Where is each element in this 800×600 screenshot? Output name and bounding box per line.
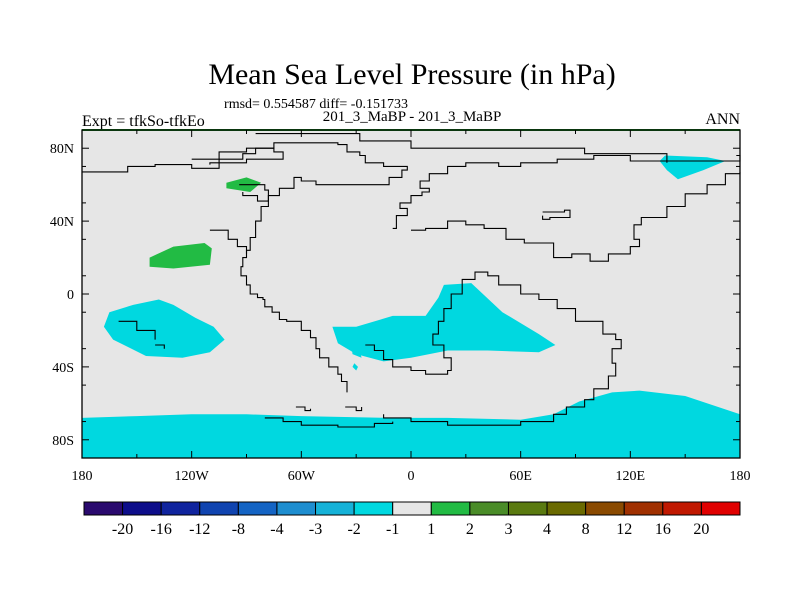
coastline-segment [118,320,156,340]
y-tick-label: 40S [52,361,74,376]
y-tick-label: 40N [50,215,74,230]
y-tick-label: 0 [67,288,74,303]
colorbar-swatch [662,501,702,516]
coastline-segment [264,417,394,428]
colorbar-label: -8 [232,521,245,538]
colorbar-label: -16 [151,521,172,538]
coastline-segment [295,406,312,412]
x-tick-label: 180 [72,469,93,484]
region-central-pacific-negative [103,299,225,358]
experiment-label: Expt = tfkSo-tfkEo [82,113,205,130]
x-tick-label: 60E [509,469,532,484]
colorbar-label: -20 [112,521,133,538]
y-tick-label: 80S [52,434,74,449]
region-north-pacific-positive [149,243,212,269]
colorbar-swatch [546,501,587,516]
coastline-segment [191,147,284,165]
colorbar-swatch [700,501,741,516]
colorbar-swatch [83,501,124,516]
colorbar-swatch [199,501,239,516]
colorbar-label: 12 [616,521,632,538]
chart-subtitle: 201_3_MaBP - 201_3_MaBP [323,109,502,125]
colorbar-label: -1 [386,521,399,538]
x-tick-label: 0 [408,469,415,484]
region-southeast-pacific-speck [352,363,358,371]
colorbar-label: 1 [427,521,435,538]
coastline-segment [345,406,363,412]
coastline-segment [209,229,248,254]
colorbar-label: -3 [309,521,322,538]
coastline-segment [365,271,622,426]
colorbar-swatch [392,501,432,516]
colorbar-label: -4 [270,521,283,538]
colorbar-label: -2 [347,521,360,538]
colorbar-swatch [276,501,317,516]
colorbar-swatch [353,501,394,516]
colorbar-label: 2 [466,521,474,538]
colorbar-swatch [160,501,201,516]
coastlines [82,133,741,428]
x-tick-label: 180 [730,469,751,484]
colorbar-swatch [469,501,509,516]
coastline-segment [155,344,165,349]
x-tick-label: 120E [616,469,646,484]
x-tick-label: 60W [288,469,316,484]
colorbar-swatch [122,501,162,516]
colorbar-label: 8 [582,521,590,538]
colorbar-swatch [430,501,471,516]
stats-line: rmsd= 0.554587 diff= -0.151733 [224,97,408,112]
coastline-segment [82,142,408,393]
season-label: ANN [705,111,740,128]
map-area [81,129,741,459]
colorbar-swatch [507,501,548,516]
region-south-atlantic-negative [332,283,556,362]
y-axis: 80N 40N 0 40S 80S [50,129,740,459]
colorbar: -20 -16 -12 -8 -4 -3 -2 -1 1 2 3 4 8 12 16 20 [83,501,741,538]
chart-title: Mean Sea Level Pressure (in hPa) [208,58,615,91]
colorbar-swatch [623,501,664,516]
x-axis: 180 120W 60W 0 60E 120E 180 [72,130,751,484]
colorbar-swatch [585,501,625,516]
y-tick-label: 80N [50,142,74,157]
colorbar-swatch [315,501,355,516]
colorbar-label: 4 [543,521,551,538]
coastline-segment [542,209,571,220]
coastline-segment [411,171,741,262]
colorbar-swatch [237,501,278,516]
coastline-segment [239,184,269,202]
colorbar-label: 16 [655,521,671,538]
colorbar-label: -12 [189,521,210,538]
x-tick-label: 120W [175,469,210,484]
colorbar-label: 3 [504,521,512,538]
colorbar-label: 20 [693,521,709,538]
coastline-segment [392,154,668,229]
